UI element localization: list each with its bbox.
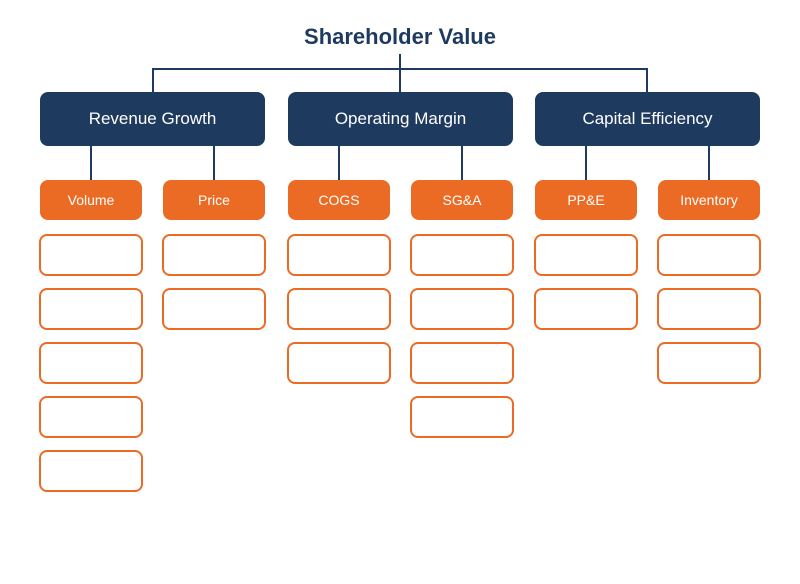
connector-sub-2 (338, 146, 340, 180)
outline-box (657, 288, 761, 330)
connector-root-stub (399, 54, 401, 68)
sub-label: COGS (318, 192, 359, 208)
outline-box (39, 342, 143, 384)
outline-box (162, 288, 266, 330)
sub-price: Price (163, 180, 265, 220)
sub-ppe: PP&E (535, 180, 637, 220)
pillar-label: Capital Efficiency (582, 109, 712, 129)
outline-box (410, 288, 514, 330)
outline-box (287, 234, 391, 276)
outline-box (162, 234, 266, 276)
diagram-title: Shareholder Value (0, 24, 800, 50)
connector-root-drop-0 (152, 68, 154, 92)
pillar-label: Operating Margin (335, 109, 466, 129)
connector-sub-4 (585, 146, 587, 180)
outline-box (657, 342, 761, 384)
connector-sub-1 (213, 146, 215, 180)
sub-cogs: COGS (288, 180, 390, 220)
outline-box (410, 234, 514, 276)
connector-sub-3 (461, 146, 463, 180)
pillar-revenue-growth: Revenue Growth (40, 92, 265, 146)
sub-label: Price (198, 192, 230, 208)
sub-sga: SG&A (411, 180, 513, 220)
connector-sub-0 (90, 146, 92, 180)
outline-box (39, 234, 143, 276)
connector-root-drop-2 (646, 68, 648, 92)
sub-label: SG&A (443, 192, 482, 208)
connector-root-drop-1 (399, 68, 401, 92)
sub-label: Volume (68, 192, 115, 208)
sub-label: PP&E (567, 192, 604, 208)
pillar-capital-efficiency: Capital Efficiency (535, 92, 760, 146)
outline-box (39, 450, 143, 492)
sub-volume: Volume (40, 180, 142, 220)
sub-inventory: Inventory (658, 180, 760, 220)
outline-box (657, 234, 761, 276)
pillar-operating-margin: Operating Margin (288, 92, 513, 146)
outline-box (410, 396, 514, 438)
outline-box (287, 342, 391, 384)
outline-box (39, 396, 143, 438)
connector-sub-5 (708, 146, 710, 180)
outline-box (287, 288, 391, 330)
outline-box (39, 288, 143, 330)
outline-box (410, 342, 514, 384)
outline-box (534, 234, 638, 276)
pillar-label: Revenue Growth (89, 109, 217, 129)
outline-box (534, 288, 638, 330)
sub-label: Inventory (680, 192, 738, 208)
